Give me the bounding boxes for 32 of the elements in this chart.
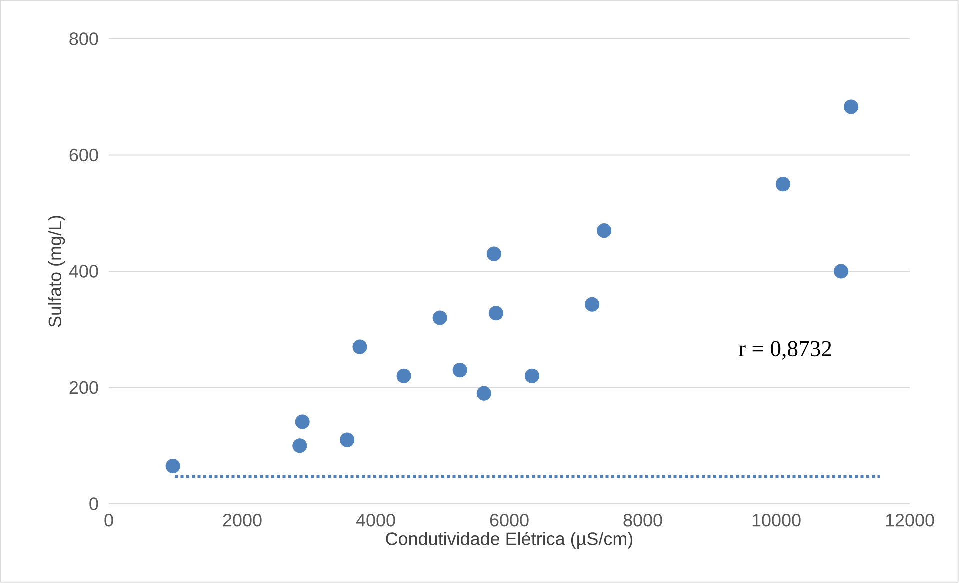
point — [295, 414, 310, 430]
point — [597, 224, 612, 238]
point — [292, 438, 308, 454]
y-tick-label: 200 — [70, 381, 98, 394]
x-axis-title: Condutividade Elétrica (µS/cm) — [386, 532, 633, 549]
point — [524, 368, 540, 384]
point — [486, 246, 502, 262]
x-tick-label: 8000 — [624, 514, 662, 527]
x-tick-label: 10000 — [752, 514, 801, 527]
y-tick-label: 0 — [90, 498, 98, 510]
y-tick-label: 600 — [70, 148, 98, 162]
point — [396, 368, 412, 384]
point — [352, 340, 368, 354]
annotation: r = 0,8732 — [738, 341, 832, 360]
x-tick-label: 4000 — [356, 514, 396, 527]
point — [585, 297, 600, 312]
point — [488, 306, 504, 321]
point — [452, 363, 468, 378]
point — [476, 386, 492, 401]
x-tick-label: 6000 — [490, 514, 529, 527]
point — [844, 100, 859, 114]
y-tick-label: 400 — [69, 265, 98, 278]
y-axis-title: Sulfato (mg/L) — [48, 216, 66, 328]
point — [432, 310, 448, 326]
point — [834, 264, 849, 279]
x-tick-label: 0 — [104, 514, 114, 527]
x-tick-label: 12000 — [886, 514, 934, 527]
y-tick-label: 800 — [70, 32, 98, 46]
point — [166, 458, 180, 474]
point — [776, 177, 790, 192]
point — [340, 432, 355, 448]
x-tick-label: 2000 — [223, 514, 262, 527]
